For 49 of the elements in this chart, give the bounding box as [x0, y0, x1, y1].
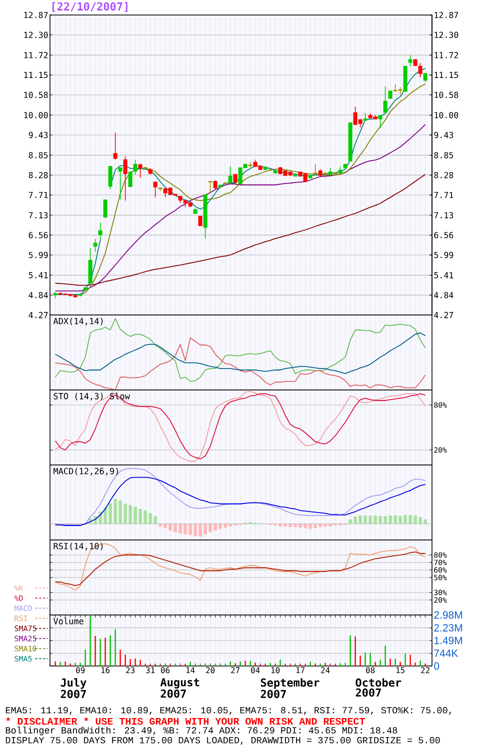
y-tick-label: 2.23M [434, 624, 462, 632]
x-tick-label: 16 [101, 667, 110, 674]
y-tick-label: 12.87 [24, 12, 48, 18]
text: EMA5: 11.19, EMA10: 10.89, EMA25: 10.05, EMA75: 8.51, RSI: 77.59, STO%K: 75.00, [6, 707, 452, 715]
x-tick-label: 14 [186, 667, 195, 674]
chart-title: [22/10/2007] [52, 2, 128, 12]
y-tick-label: 11.15 [24, 72, 48, 78]
y-tick-label: 1.49M [434, 636, 462, 644]
x-tick-label: 09 [76, 667, 85, 674]
y-tick-label: 11.72 [24, 52, 48, 58]
y-tick-label: 6.56 [28, 232, 48, 238]
x-tick-label: 23 [126, 667, 135, 674]
y-tick-label: 5.99 [28, 252, 48, 258]
text: DISPLAY 75.00 DAYS FROM 175.00 DAYS LOADED, DRAWWIDTH = 375.00 GRIDSIZE = 5.00 [6, 737, 440, 745]
y-tick-label: 8.85 [28, 152, 48, 158]
x-tick-label: 10 [271, 667, 280, 674]
x-tick-label: 24 [321, 667, 330, 674]
chart-title: ADX(14,14) [53, 318, 103, 326]
y-tick-label: 4.27 [28, 312, 48, 318]
x-tick-label: 17 [296, 667, 305, 674]
x-tick-label: 20 [206, 667, 215, 674]
x-tick-label: 06 [161, 667, 170, 674]
text: July 2007 [60, 678, 86, 698]
text: Bollinger BandWidth: 23.49, %B: 72.74 ADX: 76.29 PDI: 45.65 MDI: 18.48 [6, 726, 398, 736]
y-tick-label: 9.43 [28, 132, 48, 138]
y-tick-label: 10.00 [24, 112, 48, 118]
text: September 2007 [260, 678, 320, 698]
text: * DISCLAIMER * USE THIS GRAPH WITH YOUR OWN RISK AND RESPECT [6, 717, 365, 725]
text: August 2007 [160, 678, 200, 698]
x-tick-label: 31 [146, 667, 155, 674]
chart-title: Volume [53, 618, 84, 624]
y-tick-label: 2.98M [434, 611, 462, 619]
y-tick-label: 7.13 [28, 212, 48, 218]
y-tick-label: 744K [434, 650, 458, 657]
text: October 2007 [356, 678, 402, 697]
y-tick-label: 0 [434, 662, 440, 670]
y-tick-label: 10.58 [24, 92, 48, 98]
y-tick-label: 5.41 [28, 272, 48, 278]
y-tick-label: 12.30 [24, 32, 48, 38]
x-tick-label: 15 [396, 667, 404, 674]
y-tick-label: 7.71 [28, 192, 48, 198]
x-tick-label: 27 [231, 667, 240, 674]
chart-title: MACD(12,26,9) [54, 468, 118, 476]
x-tick-label: 22 [421, 667, 430, 674]
y-tick-label: 8.28 [28, 172, 48, 178]
x-tick-label: 08 [366, 667, 375, 674]
y-tick-label: 4.84 [28, 292, 48, 298]
chart-title: STO (14,3) Slow [54, 392, 130, 400]
x-tick-label: 04 [251, 667, 260, 674]
